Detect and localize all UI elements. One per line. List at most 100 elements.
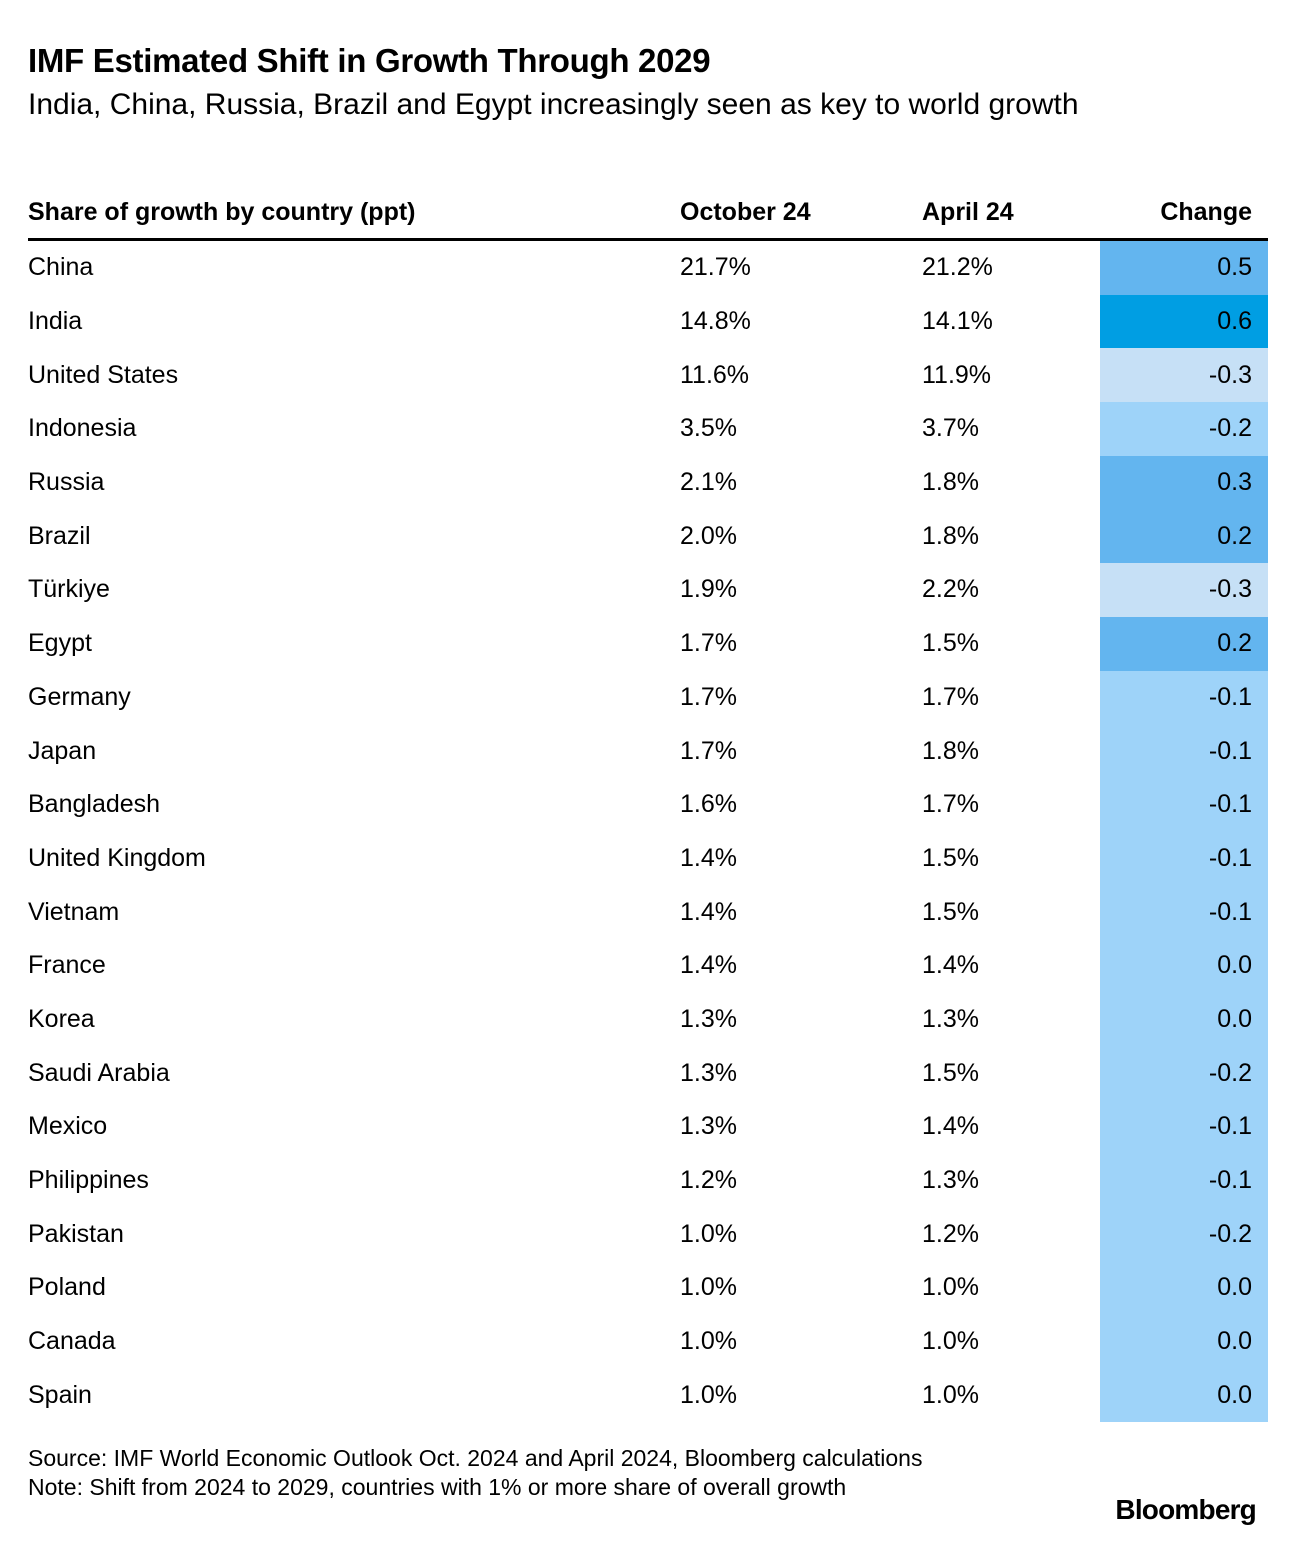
change-cell: -0.1	[1100, 831, 1268, 886]
country-cell: Japan	[28, 736, 97, 765]
change-cell: 0.3	[1100, 455, 1268, 510]
table-row: United Kingdom 1.4% 1.5% -0.1	[28, 831, 1268, 886]
country-cell: Spain	[28, 1380, 92, 1409]
table-row: United States 11.6% 11.9% -0.3	[28, 348, 1268, 403]
country-cell: Philippines	[28, 1166, 149, 1195]
april-cell: 3.7%	[922, 414, 979, 443]
october-cell: 1.0%	[680, 1273, 737, 1302]
growth-table: Share of growth by country (ppt) October…	[28, 186, 1268, 1423]
table-row: Saudi Arabia 1.3% 1.5% -0.2	[28, 1046, 1268, 1100]
country-cell: France	[28, 951, 106, 980]
change-cell: -0.2	[1100, 1207, 1268, 1262]
table-row: Japan 1.7% 1.8% -0.1	[28, 724, 1268, 778]
footer: Source: IMF World Economic Outlook Oct. …	[28, 1444, 988, 1502]
change-cell: -0.2	[1100, 1046, 1268, 1100]
april-cell: 1.8%	[922, 736, 979, 765]
october-cell: 1.3%	[680, 1004, 737, 1033]
column-header-country: Share of growth by country (ppt)	[28, 186, 680, 241]
october-cell: 1.4%	[680, 951, 737, 980]
country-cell: Poland	[28, 1273, 106, 1302]
table-row: Korea 1.3% 1.3% 0.0	[28, 992, 1268, 1047]
country-cell: Türkiye	[28, 575, 110, 604]
october-cell: 1.7%	[680, 736, 737, 765]
october-cell: 21.7%	[680, 253, 751, 282]
table-row: China 21.7% 21.2% 0.5	[28, 239, 1268, 295]
october-cell: 14.8%	[680, 307, 751, 336]
april-cell: 1.5%	[922, 897, 979, 926]
table-row: Pakistan 1.0% 1.2% -0.2	[28, 1207, 1268, 1262]
change-cell: 0.2	[1100, 616, 1268, 671]
country-cell: Saudi Arabia	[28, 1058, 170, 1087]
april-cell: 11.9%	[922, 360, 992, 389]
column-header-october: October 24	[680, 186, 922, 241]
october-cell: 3.5%	[680, 414, 737, 443]
april-cell: 1.0%	[922, 1327, 979, 1356]
october-cell: 1.6%	[680, 790, 737, 819]
october-cell: 1.4%	[680, 897, 737, 926]
april-cell: 1.3%	[922, 1004, 979, 1033]
country-cell: Germany	[28, 682, 131, 711]
country-cell: Brazil	[28, 521, 91, 550]
april-cell: 1.2%	[922, 1219, 979, 1248]
change-cell: 0.0	[1100, 992, 1268, 1047]
april-cell: 1.7%	[922, 790, 979, 819]
october-cell: 1.2%	[680, 1166, 737, 1195]
april-cell: 21.2%	[922, 253, 993, 282]
april-cell: 1.7%	[922, 682, 979, 711]
april-cell: 1.5%	[922, 843, 979, 872]
change-cell: -0.1	[1100, 1100, 1268, 1154]
table-row: Brazil 2.0% 1.8% 0.2	[28, 509, 1268, 564]
country-cell: Egypt	[28, 629, 92, 658]
change-cell: 0.0	[1100, 938, 1268, 993]
april-cell: 14.1%	[922, 307, 993, 336]
footnote: Note: Shift from 2024 to 2029, countries…	[28, 1474, 847, 1500]
chart-subtitle: India, China, Russia, Brazil and Egypt i…	[28, 88, 1079, 121]
table-row: Egypt 1.7% 1.5% 0.2	[28, 616, 1268, 671]
table-row: Philippines 1.2% 1.3% -0.1	[28, 1153, 1268, 1208]
country-cell: Canada	[28, 1327, 116, 1356]
country-cell: India	[28, 307, 83, 336]
table-row: India 14.8% 14.1% 0.6	[28, 294, 1268, 349]
change-cell: 0.0	[1100, 1314, 1268, 1369]
april-cell: 1.8%	[922, 468, 979, 497]
table-row: Türkiye 1.9% 2.2% -0.3	[28, 563, 1268, 617]
october-cell: 1.7%	[680, 682, 737, 711]
april-cell: 1.0%	[922, 1273, 979, 1302]
table-row: Poland 1.0% 1.0% 0.0	[28, 1261, 1268, 1315]
country-cell: Bangladesh	[28, 790, 161, 819]
change-cell: -0.3	[1100, 348, 1268, 403]
table-header-row: Share of growth by country (ppt) October…	[28, 186, 1268, 241]
change-cell: -0.3	[1100, 563, 1268, 617]
october-cell: 1.7%	[680, 629, 737, 658]
country-cell: United States	[28, 360, 179, 389]
country-cell: Mexico	[28, 1112, 108, 1141]
october-cell: 1.0%	[680, 1327, 737, 1356]
column-header-change: Change	[1100, 186, 1268, 241]
country-cell: Indonesia	[28, 414, 137, 443]
table-row: Bangladesh 1.6% 1.7% -0.1	[28, 777, 1268, 832]
october-cell: 1.0%	[680, 1219, 737, 1248]
october-cell: 2.0%	[680, 521, 737, 550]
country-cell: Russia	[28, 468, 105, 497]
country-cell: Korea	[28, 1004, 95, 1033]
april-cell: 1.3%	[922, 1166, 979, 1195]
change-cell: 0.2	[1100, 509, 1268, 564]
change-cell: 0.6	[1100, 294, 1268, 349]
april-cell: 1.5%	[922, 1058, 979, 1087]
change-cell: -0.1	[1100, 724, 1268, 778]
table-row: France 1.4% 1.4% 0.0	[28, 938, 1268, 993]
chart-title: IMF Estimated Shift in Growth Through 20…	[28, 42, 711, 79]
change-cell: -0.1	[1100, 670, 1268, 725]
table-row: Indonesia 3.5% 3.7% -0.2	[28, 402, 1268, 456]
october-cell: 1.9%	[680, 575, 737, 604]
table-row: Germany 1.7% 1.7% -0.1	[28, 670, 1268, 725]
change-cell: -0.2	[1100, 402, 1268, 456]
table-row: Canada 1.0% 1.0% 0.0	[28, 1314, 1268, 1369]
country-cell: United Kingdom	[28, 843, 206, 872]
october-cell: 1.4%	[680, 843, 737, 872]
change-cell: -0.1	[1100, 885, 1268, 939]
source-note: Source: IMF World Economic Outlook Oct. …	[28, 1445, 923, 1471]
country-cell: Pakistan	[28, 1219, 124, 1248]
april-cell: 1.4%	[922, 1112, 979, 1141]
change-cell: -0.1	[1100, 777, 1268, 832]
